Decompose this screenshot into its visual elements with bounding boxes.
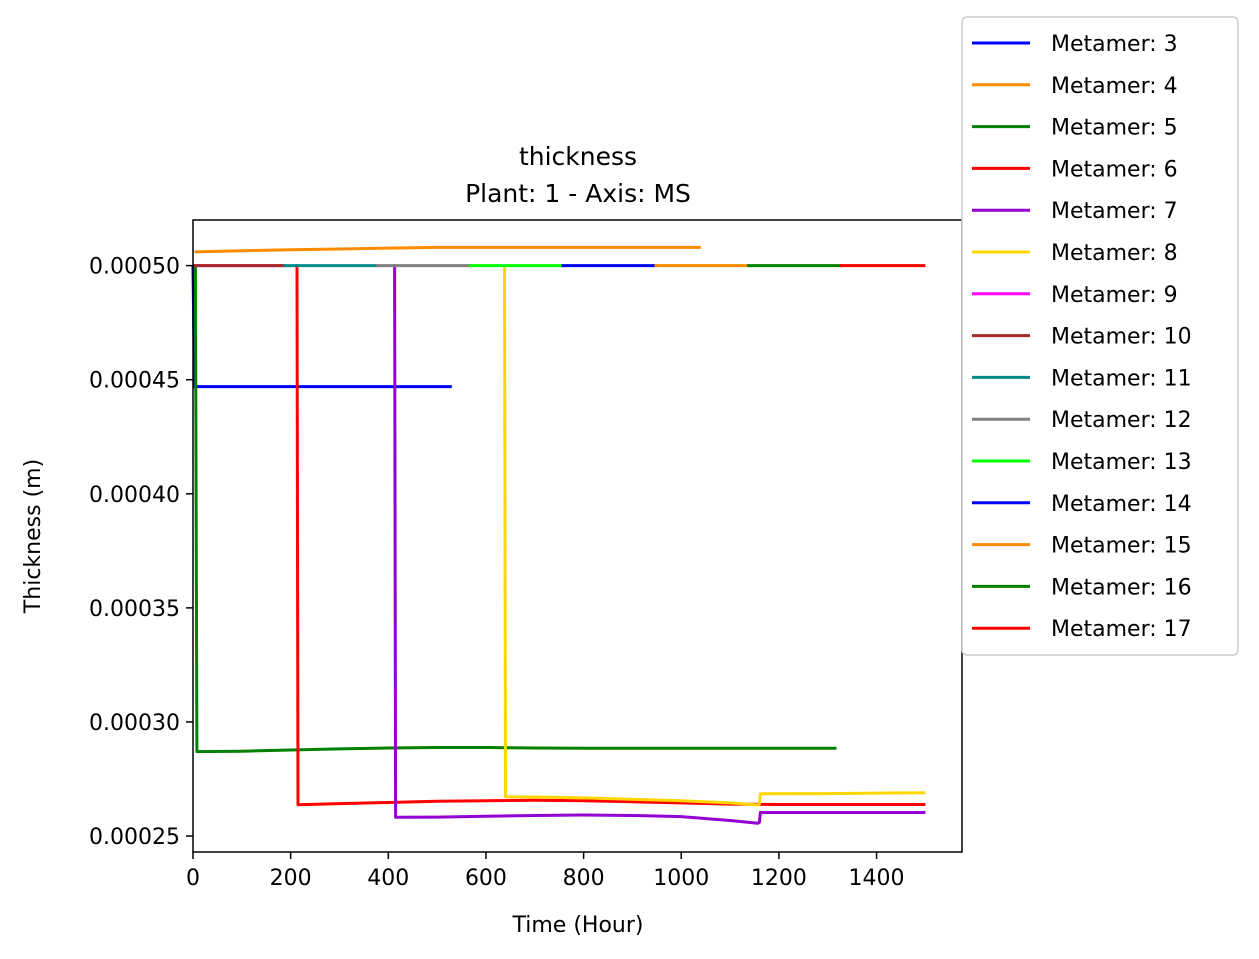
x-tick-label: 1000 — [653, 866, 709, 891]
series-line-2 — [194, 245, 701, 254]
legend-label-2: Metamer: 4 — [1051, 74, 1178, 99]
series-line-3 — [193, 264, 837, 754]
series-line-5 — [393, 264, 926, 825]
legend-label-7: Metamer: 9 — [1051, 283, 1178, 308]
x-tick-label: 1400 — [849, 866, 905, 891]
tick-layer: 0 200 400 600 800 1000 1200 1400 0.00025 0.00030 0… — [89, 255, 905, 891]
legend-label-8: Metamer: 10 — [1051, 325, 1192, 350]
x-tick-label: 800 — [563, 866, 605, 891]
legend-label-5: Metamer: 7 — [1051, 199, 1178, 224]
legend-label-11: Metamer: 13 — [1051, 450, 1192, 475]
legend-label-4: Metamer: 6 — [1051, 157, 1178, 182]
legend-label-1: Metamer: 3 — [1051, 32, 1178, 57]
y-tick-label: 0.00025 — [89, 825, 180, 850]
legend-label-15: Metamer: 17 — [1051, 617, 1192, 642]
series-line-1 — [191, 265, 452, 389]
x-tick-label: 400 — [367, 866, 409, 891]
legend-label-14: Metamer: 16 — [1051, 575, 1192, 600]
x-tick-label: 200 — [270, 866, 312, 891]
chart-title: thickness — [519, 142, 637, 171]
legend: Metamer: 3 Metamer: 4 Metamer: 5 Metamer: 6… — [961, 16, 1239, 656]
legend-label-3: Metamer: 5 — [1051, 116, 1178, 141]
legend-label-9: Metamer: 11 — [1051, 366, 1192, 391]
y-axis-label: Thickness (m) — [21, 459, 46, 614]
x-axis-label: Time (Hour) — [512, 913, 644, 938]
x-tick-label: 600 — [465, 866, 507, 891]
legend-box — [961, 16, 1239, 656]
legend-label-10: Metamer: 12 — [1051, 408, 1192, 433]
x-tick-label: 1200 — [751, 866, 807, 891]
y-tick-label: 0.00050 — [89, 255, 180, 280]
y-tick-label: 0.00030 — [89, 711, 180, 736]
series-line-4 — [295, 264, 926, 807]
series-line-6 — [503, 264, 926, 807]
chart-subtitle: Plant: 1 - Axis: MS — [465, 179, 691, 208]
legend-label-6: Metamer: 8 — [1051, 241, 1178, 266]
series-layer — [191, 245, 926, 825]
legend-label-12: Metamer: 14 — [1051, 492, 1192, 517]
y-tick-label: 0.00045 — [89, 369, 180, 394]
legend-label-13: Metamer: 15 — [1051, 534, 1192, 559]
y-tick-label: 0.00040 — [89, 483, 180, 508]
x-tick-label: 0 — [186, 866, 200, 891]
y-tick-label: 0.00035 — [89, 597, 180, 622]
